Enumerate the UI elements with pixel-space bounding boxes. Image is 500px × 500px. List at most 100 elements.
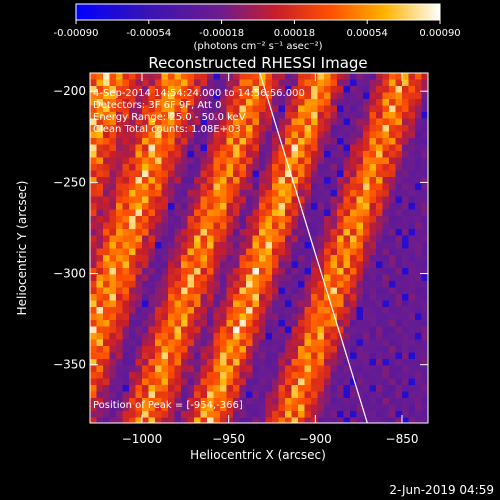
- heatmap-cell: [291, 261, 299, 269]
- heatmap-cell: [402, 222, 410, 230]
- heatmap-cell: [311, 190, 319, 198]
- heatmap-cell: [415, 118, 423, 126]
- heatmap-cell: [129, 346, 137, 354]
- heatmap-cell: [155, 105, 163, 113]
- heatmap-cell: [220, 365, 228, 373]
- heatmap-cell: [135, 157, 143, 165]
- heatmap-cell: [408, 378, 416, 386]
- heatmap-cell: [200, 274, 208, 282]
- heatmap-cell: [272, 320, 280, 328]
- heatmap-cell: [311, 138, 319, 146]
- heatmap-cell: [200, 222, 208, 230]
- heatmap-cell: [291, 86, 299, 94]
- heatmap-cell: [291, 151, 299, 159]
- heatmap-cell: [252, 261, 260, 269]
- heatmap-cell: [356, 118, 364, 126]
- heatmap-cell: [252, 326, 260, 334]
- heatmap-cell: [181, 326, 189, 334]
- heatmap-cell: [337, 138, 345, 146]
- heatmap-cell: [116, 294, 124, 302]
- heatmap-cell: [337, 222, 345, 230]
- heatmap-cell: [376, 417, 384, 423]
- heatmap-cell: [109, 417, 117, 423]
- heatmap-cell: [207, 398, 215, 406]
- heatmap-cell: [187, 164, 195, 172]
- heatmap-cell: [285, 216, 293, 224]
- heatmap-cell: [233, 92, 241, 100]
- heatmap-cell: [103, 268, 111, 276]
- heatmap-cell: [415, 378, 423, 386]
- heatmap-cell: [265, 105, 273, 113]
- heatmap-cell: [304, 385, 312, 393]
- heatmap-cell: [220, 320, 228, 328]
- heatmap-cell: [90, 255, 98, 263]
- heatmap-cell: [220, 79, 228, 87]
- heatmap-cell: [376, 235, 384, 243]
- heatmap-cell: [252, 320, 260, 328]
- heatmap-cell: [369, 391, 377, 399]
- heatmap-cell: [356, 339, 364, 347]
- heatmap-cell: [265, 151, 273, 159]
- heatmap-cell: [311, 131, 319, 139]
- heatmap-cell: [408, 164, 416, 172]
- heatmap-cell: [259, 294, 267, 302]
- heatmap-cell: [96, 73, 104, 81]
- heatmap-cell: [408, 268, 416, 276]
- heatmap-cell: [317, 138, 325, 146]
- heatmap-cell: [181, 255, 189, 263]
- heatmap-cell: [220, 177, 228, 185]
- heatmap-cell: [200, 209, 208, 217]
- heatmap-cell: [226, 261, 234, 269]
- heatmap-cell: [350, 190, 358, 198]
- heatmap-cell: [395, 281, 403, 289]
- heatmap-cell: [324, 131, 332, 139]
- heatmap-cell: [285, 339, 293, 347]
- heatmap-cell: [122, 404, 130, 412]
- heatmap-cell: [291, 307, 299, 315]
- heatmap-cell: [142, 255, 150, 263]
- heatmap-cell: [402, 287, 410, 295]
- heatmap-cell: [226, 391, 234, 399]
- heatmap-cell: [350, 313, 358, 321]
- heatmap-cell: [181, 398, 189, 406]
- heatmap-cell: [220, 99, 228, 107]
- heatmap-cell: [220, 229, 228, 237]
- heatmap-cell: [168, 326, 176, 334]
- heatmap-cell: [109, 157, 117, 165]
- heatmap-cell: [356, 365, 364, 373]
- heatmap-cell: [233, 365, 241, 373]
- heatmap-cell: [233, 248, 241, 256]
- heatmap-cell: [148, 365, 156, 373]
- heatmap-cell: [200, 411, 208, 419]
- heatmap-cell: [135, 281, 143, 289]
- heatmap-cell: [220, 151, 228, 159]
- heatmap-cell: [311, 274, 319, 282]
- heatmap-cell: [174, 300, 182, 308]
- heatmap-cell: [168, 248, 176, 256]
- heatmap-cell: [343, 118, 351, 126]
- heatmap-cell: [129, 294, 137, 302]
- heatmap-cell: [187, 92, 195, 100]
- heatmap-cell: [109, 307, 117, 315]
- heatmap-cell: [376, 261, 384, 269]
- heatmap-cell: [402, 404, 410, 412]
- heatmap-cell: [96, 216, 104, 224]
- heatmap-cell: [350, 261, 358, 269]
- heatmap-cell: [142, 261, 150, 269]
- heatmap-cell: [96, 261, 104, 269]
- heatmap-cell: [285, 235, 293, 243]
- heatmap-cell: [317, 112, 325, 120]
- heatmap-cell: [317, 196, 325, 204]
- heatmap-cell: [337, 261, 345, 269]
- heatmap-cell: [155, 268, 163, 276]
- heatmap-cell: [148, 261, 156, 269]
- colorbar-tick-label: -0.00054: [126, 28, 171, 39]
- heatmap-cell: [129, 242, 137, 250]
- heatmap-cell: [421, 391, 428, 399]
- heatmap-cell: [369, 177, 377, 185]
- heatmap-cell: [200, 391, 208, 399]
- heatmap-cell: [96, 144, 104, 152]
- heatmap-cell: [200, 177, 208, 185]
- heatmap-cell: [285, 242, 293, 250]
- heatmap-cell: [239, 229, 247, 237]
